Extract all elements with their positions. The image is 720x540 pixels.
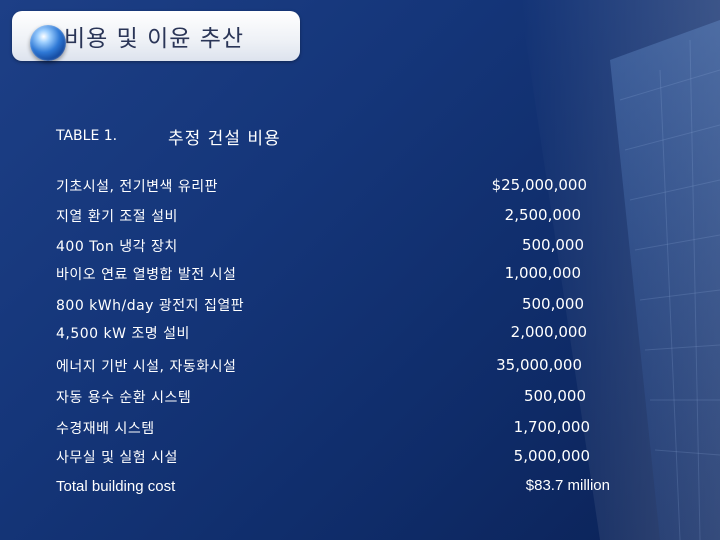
cost-row-label: 수경재배 시스템 bbox=[56, 421, 155, 437]
cost-row-value: 2,500,000 bbox=[504, 206, 581, 224]
cost-row-label: 바이오 연료 열병합 발전 시설 bbox=[56, 267, 237, 283]
cost-row-value: 500,000 bbox=[521, 295, 584, 313]
cost-row-label: 지열 환기 조절 설비 bbox=[56, 209, 178, 225]
cost-row-value: 2,000,000 bbox=[510, 323, 587, 341]
globe-bullet-icon bbox=[30, 25, 66, 61]
cost-row-value: 500,000 bbox=[521, 236, 584, 254]
cost-row-value: 500,000 bbox=[523, 387, 586, 405]
cost-row-value: 1,700,000 bbox=[513, 418, 590, 436]
title-bar bbox=[12, 11, 300, 61]
total-value: $83.7 million bbox=[525, 477, 610, 494]
cost-row-label: 에너지 기반 시설, 자동화시설 bbox=[56, 359, 237, 375]
table-heading: 추정 건설 비용 bbox=[168, 129, 281, 149]
cost-row-value: 5,000,000 bbox=[513, 447, 590, 465]
cost-row-value: 35,000,000 bbox=[496, 356, 582, 374]
cost-row-label: 기초시설, 전기변색 유리판 bbox=[56, 179, 219, 195]
slide-title: 비용 및 이윤 추산 bbox=[64, 26, 245, 52]
total-label: Total building cost bbox=[56, 478, 176, 495]
cost-row-label: 4,500 kW 조명 설비 bbox=[56, 326, 190, 342]
cost-row-label: 800 kWh/day 광전지 집열판 bbox=[56, 298, 245, 314]
cost-row-label: 사무실 및 실험 시설 bbox=[56, 450, 178, 466]
cost-row-label: 400 Ton 냉각 장치 bbox=[56, 239, 178, 255]
table-label: TABLE 1. bbox=[56, 128, 118, 144]
cost-row-value: 1,000,000 bbox=[504, 264, 581, 282]
cost-row-label: 자동 용수 순환 시스템 bbox=[56, 390, 192, 406]
cost-row-value: $25,000,000 bbox=[491, 176, 587, 194]
